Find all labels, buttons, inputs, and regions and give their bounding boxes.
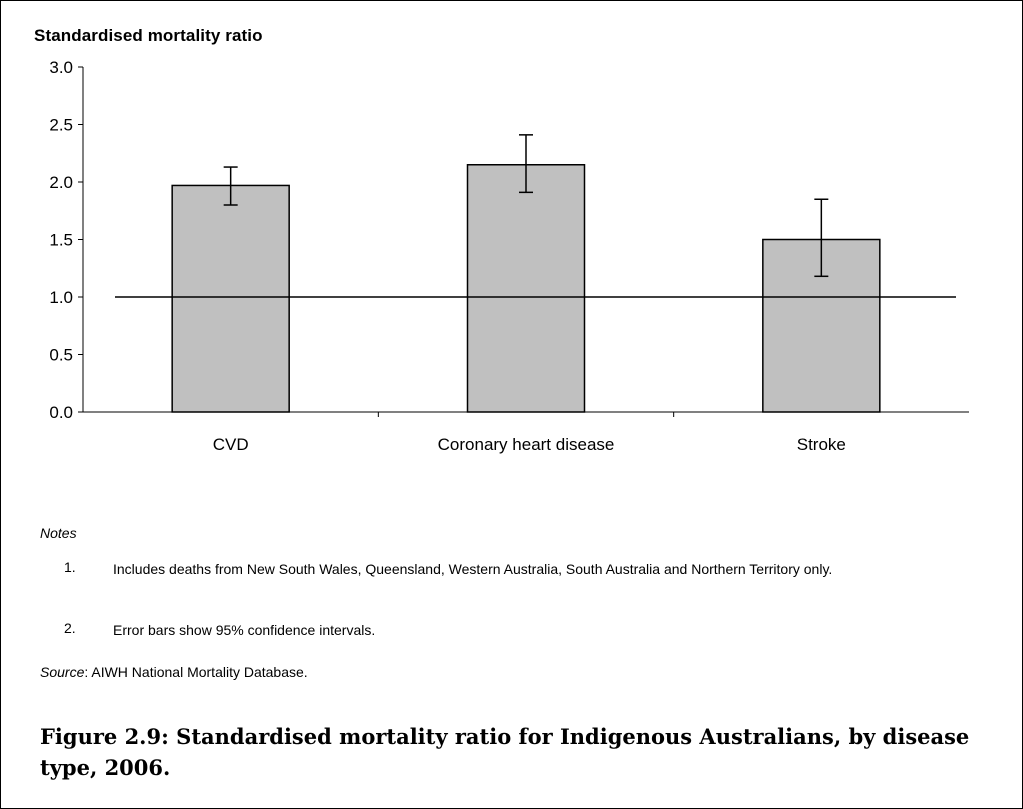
- bar-chart: 0.0 0.5 1.0 1.5 2.0 2.5 3.0 CVD Coronary heart d…: [49, 58, 969, 454]
- y-tick-label: 3.0: [49, 58, 73, 77]
- y-tick-label: 0.0: [49, 403, 73, 422]
- y-tick-label: 1.5: [49, 231, 73, 250]
- y-tick-label: 2.5: [49, 116, 73, 135]
- x-tick-label: Stroke: [797, 435, 846, 454]
- note-text: Error bars show 95% confidence intervals…: [113, 622, 376, 638]
- notes-heading: Notes: [40, 525, 77, 541]
- note-number: 2.: [64, 620, 76, 636]
- source-label: Source: [40, 664, 85, 680]
- y-tick-label: 1.0: [49, 288, 73, 307]
- x-tick-label: CVD: [213, 435, 249, 454]
- y-tick-label: 2.0: [49, 173, 73, 192]
- note-text: Includes deaths from New South Wales, Qu…: [113, 561, 833, 577]
- note-number: 1.: [64, 559, 76, 575]
- source-text: : AIWH National Mortality Database.: [84, 664, 308, 680]
- source-line: Source: AIWH National Mortality Database…: [40, 664, 308, 680]
- bar: [466, 164, 586, 413]
- y-tick-label: 0.5: [49, 346, 73, 365]
- bar: [171, 184, 290, 413]
- x-tick-label: Coronary heart disease: [438, 435, 615, 454]
- y-axis-title: Standardised mortality ratio: [34, 26, 263, 45]
- figure-caption: Figure 2.9: Standardised mortality ratio…: [40, 724, 970, 780]
